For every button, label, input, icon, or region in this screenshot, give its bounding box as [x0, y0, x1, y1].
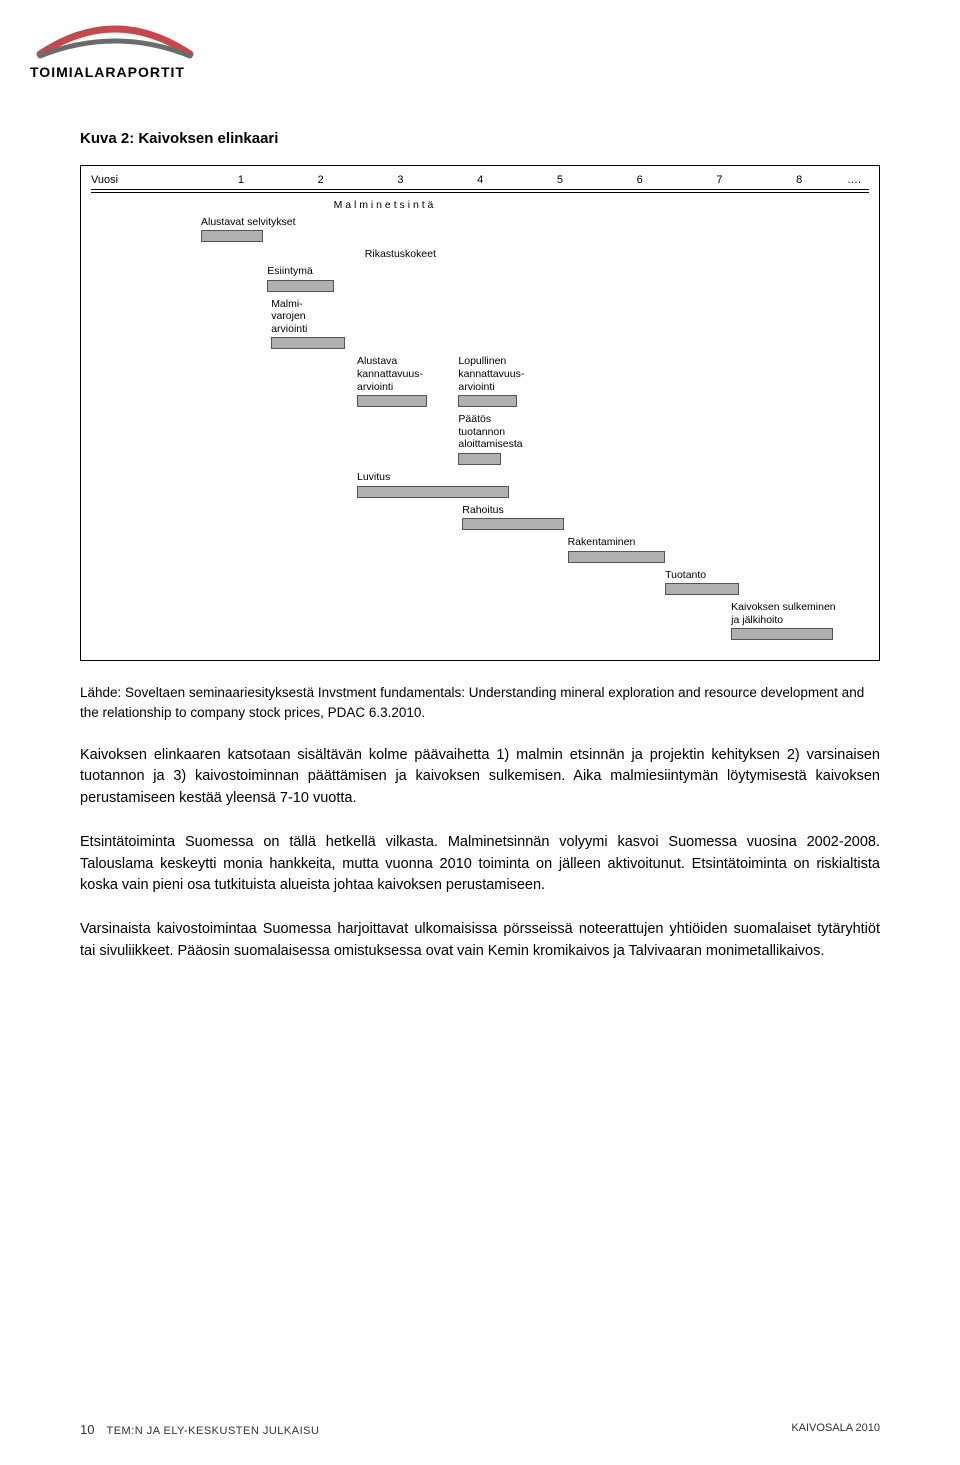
gantt-col-header: 6	[600, 174, 680, 187]
gantt-bar	[267, 280, 333, 292]
gantt-row: Esiintymä	[91, 265, 869, 292]
footer-doc-label: KAIVOSALA 2010	[791, 1422, 880, 1437]
figure-title: Kuva 2: Kaivoksen elinkaari	[80, 130, 880, 147]
gantt-bar	[458, 395, 517, 407]
gantt-bar	[731, 628, 832, 640]
gantt-row: Alustava kannattavuus- arviointiLopullin…	[91, 355, 869, 407]
gantt-bar	[462, 518, 563, 530]
gantt-col-header: 2	[281, 174, 361, 187]
body-paragraph: Varsinaista kaivostoimintaa Suomessa har…	[80, 919, 880, 963]
gantt-bar	[568, 551, 666, 563]
gantt-section-label: Rikastuskokeet	[365, 248, 869, 261]
gantt-bar	[357, 395, 427, 407]
gantt-col-header: 5	[520, 174, 600, 187]
gantt-row: Alustavat selvitykset	[91, 216, 869, 243]
gantt-row: Rakentaminen	[91, 536, 869, 563]
gantt-row-label: Tuotanto	[665, 569, 735, 584]
body-paragraph: Etsintätoiminta Suomessa on tällä hetkel…	[80, 832, 880, 897]
gantt-row-label: Päätös tuotannon aloittamisesta	[458, 413, 559, 453]
gantt-header: Vuosi12345678….	[91, 174, 869, 190]
figure-source: Lähde: Soveltaen seminaariesityksestä In…	[80, 683, 880, 722]
brand-logo: TOIMIALARAPORTIT	[30, 20, 200, 80]
page: TOIMIALARAPORTIT Kuva 2: Kaivoksen elink…	[0, 0, 960, 1465]
gantt-row: Malmi- varojen arviointi	[91, 298, 869, 350]
gantt-row-label: Esiintymä	[267, 265, 361, 280]
gantt-year-label: Vuosi	[91, 174, 201, 187]
gantt-row: Kaivoksen sulkeminen ja jälkihoito	[91, 601, 869, 640]
gantt-row-label: Kaivoksen sulkeminen ja jälkihoito	[731, 601, 869, 628]
gantt-bar	[458, 453, 501, 465]
gantt-row: Luvitus	[91, 471, 869, 498]
gantt-rows: M a l m i n e t s i n t ä Alustavat selvi…	[91, 199, 869, 640]
gantt-row-label: Luvitus	[357, 471, 419, 486]
page-footer: 10 TEM:N JA ELY-KESKUSTEN JULKAISU KAIVO…	[80, 1422, 880, 1437]
page-number: 10	[80, 1422, 94, 1437]
body-paragraphs: Kaivoksen elinkaaren katsotaan sisältävä…	[80, 745, 880, 963]
gantt-row-label: Alustava kannattavuus- arviointi	[357, 355, 458, 395]
gantt-bar	[665, 583, 739, 595]
gantt-row-label: Alustavat selvitykset	[201, 216, 318, 231]
gantt-row: Rahoitus	[91, 504, 869, 531]
gantt-col-header: 4	[440, 174, 520, 187]
footer-publisher: TEM:N JA ELY-KESKUSTEN JULKAISU	[106, 1425, 319, 1437]
body-paragraph: Kaivoksen elinkaaren katsotaan sisältävä…	[80, 745, 880, 810]
gantt-row-label: Lopullinen kannattavuus- arviointi	[458, 355, 552, 395]
gantt-chart: Vuosi12345678…. M a l m i n e t s i n t …	[80, 165, 880, 661]
gantt-col-header: 3	[361, 174, 441, 187]
gantt-bar	[271, 337, 345, 349]
gantt-bar	[357, 486, 509, 498]
gantt-col-header: 1	[201, 174, 281, 187]
gantt-row-label: Malmi- varojen arviointi	[271, 298, 357, 338]
brand-text: TOIMIALARAPORTIT	[30, 64, 200, 80]
gantt-col-header: 8	[759, 174, 839, 187]
gantt-row: Tuotanto	[91, 569, 869, 596]
gantt-row: Päätös tuotannon aloittamisesta	[91, 413, 869, 465]
gantt-bar	[201, 230, 263, 242]
gantt-col-header: 7	[680, 174, 760, 187]
gantt-row-label: Rakentaminen	[568, 536, 662, 551]
gantt-row-label: Rahoitus	[462, 504, 532, 519]
gantt-ellipsis: ….	[839, 174, 869, 187]
logo-arc-icon	[30, 20, 200, 62]
gantt-section-label: M a l m i n e t s i n t ä	[334, 199, 869, 212]
